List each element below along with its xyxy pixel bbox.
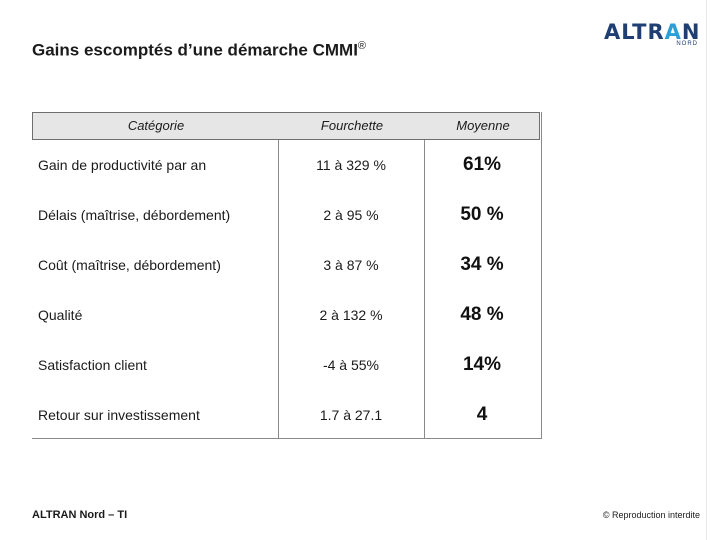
registered-mark: ® xyxy=(357,40,367,52)
logo-word-accent: A xyxy=(664,20,682,44)
slide-edge-divider xyxy=(706,0,707,540)
header-range: Fourchette xyxy=(320,118,384,133)
row-average: 4 xyxy=(476,404,488,425)
footer-copyright: © Reproduction interdite xyxy=(602,510,700,520)
table-frame xyxy=(32,112,542,439)
row-range: 11 à 329 % xyxy=(316,157,386,173)
slide-title-text: Gains escomptés d’une démarche CMMI xyxy=(32,40,358,60)
table-row: Qualité 2 à 132 % 48 % xyxy=(32,290,540,340)
slide-title: Gains escomptés d’une démarche CMMI® xyxy=(32,40,366,61)
row-category: Retour sur investissement xyxy=(38,407,200,423)
column-divider-1 xyxy=(278,140,279,438)
row-average: 61% xyxy=(462,154,502,175)
header-average: Moyenne xyxy=(456,118,510,133)
row-range: 1.7 à 27.1 xyxy=(319,407,383,423)
row-range: 2 à 95 % xyxy=(323,207,379,223)
row-average: 34 % xyxy=(460,254,504,275)
row-average: 50 % xyxy=(460,204,504,225)
row-range: -4 à 55% xyxy=(322,357,380,373)
row-category: Qualité xyxy=(38,307,83,323)
table-row: Retour sur investissement 1.7 à 27.1 4 xyxy=(32,390,540,440)
row-category: Délais (maîtrise, débordement) xyxy=(38,207,231,223)
table-row: Délais (maîtrise, débordement) 2 à 95 % … xyxy=(32,190,540,240)
logo-word-end: N xyxy=(681,20,701,44)
logo-wordmark: ALTRAN xyxy=(604,20,701,44)
table-header: Catégorie Fourchette Moyenne xyxy=(32,112,540,140)
row-category: Satisfaction client xyxy=(38,357,147,373)
table-row: Satisfaction client -4 à 55% 14% xyxy=(32,340,540,390)
row-range: 3 à 87 % xyxy=(323,257,379,273)
row-category: Gain de productivité par an xyxy=(38,157,207,173)
row-average: 14% xyxy=(462,354,502,375)
row-category: Coût (maîtrise, débordement) xyxy=(38,257,221,273)
logo-word-main: ALTR xyxy=(604,20,665,44)
row-range: 2 à 132 % xyxy=(319,307,383,323)
altran-logo: ALTRAN NORD xyxy=(604,20,700,50)
table-row: Gain de productivité par an 11 à 329 % 6… xyxy=(32,140,540,190)
header-category: Catégorie xyxy=(127,118,185,133)
table-row: Coût (maîtrise, débordement) 3 à 87 % 34… xyxy=(32,240,540,290)
row-average: 48 % xyxy=(460,304,504,325)
logo-subtitle: NORD xyxy=(676,41,698,47)
footer-company: ALTRAN Nord – TI xyxy=(32,509,128,521)
column-divider-2 xyxy=(424,140,425,438)
